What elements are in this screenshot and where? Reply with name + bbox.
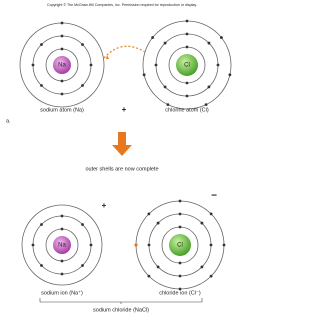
electron	[164, 86, 167, 89]
electron	[186, 82, 189, 85]
shells	[20, 20, 231, 291]
plus: +	[122, 105, 127, 114]
chloride-ion-symbol: Cl	[177, 243, 183, 249]
electron	[90, 244, 93, 247]
electron	[208, 86, 211, 89]
electron	[186, 33, 189, 36]
sodium-ion-symbol: Na	[58, 243, 66, 249]
electron	[179, 226, 182, 229]
electron	[81, 84, 84, 87]
transferred-electron	[134, 243, 137, 246]
electron	[81, 43, 84, 46]
electron	[228, 73, 231, 76]
chlorine-symbol: Cl	[184, 63, 190, 69]
electron	[223, 244, 226, 247]
electron	[81, 264, 84, 267]
electron	[208, 42, 211, 45]
electron	[40, 264, 43, 267]
electron	[61, 93, 64, 96]
chloride-ion-label: chloride ion (Cl⁻)	[159, 290, 201, 296]
electron	[61, 35, 64, 38]
electron	[179, 262, 182, 265]
electron	[210, 244, 213, 247]
electron	[40, 43, 43, 46]
transfer-arrowhead	[106, 55, 109, 59]
electron	[32, 64, 35, 67]
electron	[40, 84, 43, 87]
electron	[157, 266, 160, 269]
electron	[61, 80, 64, 83]
electron	[217, 64, 220, 67]
sodium-charge: +	[102, 201, 107, 210]
electron	[147, 212, 150, 215]
electron	[90, 64, 93, 67]
electron	[167, 103, 170, 106]
electron	[143, 73, 146, 76]
bracket	[40, 298, 202, 304]
sodium-ion-label: sodium ion (Na⁺)	[41, 289, 83, 296]
electron	[210, 212, 213, 215]
electron	[61, 48, 64, 51]
chlorine-label: chlorine atom (Cl)	[165, 107, 209, 113]
electron	[151, 36, 154, 39]
electron	[155, 64, 158, 67]
electron	[179, 275, 182, 278]
chloride-charge: −	[211, 191, 217, 202]
sodium-label: sodium atom (Na)	[40, 107, 84, 113]
electron	[179, 213, 182, 216]
electron	[201, 222, 204, 225]
panel-label: a.	[6, 118, 11, 124]
compound-label: sodium chloride (NaCl)	[93, 307, 149, 313]
electron	[61, 215, 64, 218]
electron	[164, 42, 167, 45]
electron	[61, 260, 64, 263]
electron	[201, 266, 204, 269]
electron	[32, 244, 35, 247]
electron	[210, 275, 213, 278]
electron	[61, 273, 64, 276]
transfer-arrow	[104, 46, 145, 58]
copyright: Copyright © The McGraw-Hill Companies, I…	[47, 3, 197, 7]
electron	[61, 228, 64, 231]
step-text: outer shells are now complete	[85, 166, 158, 172]
sodium-symbol: Na	[58, 63, 66, 69]
electron	[220, 36, 223, 39]
electron	[186, 46, 189, 49]
electron	[61, 22, 64, 25]
electron	[81, 223, 84, 226]
electron	[157, 222, 160, 225]
step-arrow	[112, 132, 132, 156]
electron	[40, 223, 43, 226]
electron	[186, 95, 189, 98]
electron	[147, 275, 150, 278]
electron	[179, 200, 182, 203]
electron	[148, 244, 151, 247]
electron	[205, 103, 208, 106]
diagram: Copyright © The McGraw-Hill Companies, I…	[0, 0, 244, 316]
electron	[186, 20, 189, 23]
